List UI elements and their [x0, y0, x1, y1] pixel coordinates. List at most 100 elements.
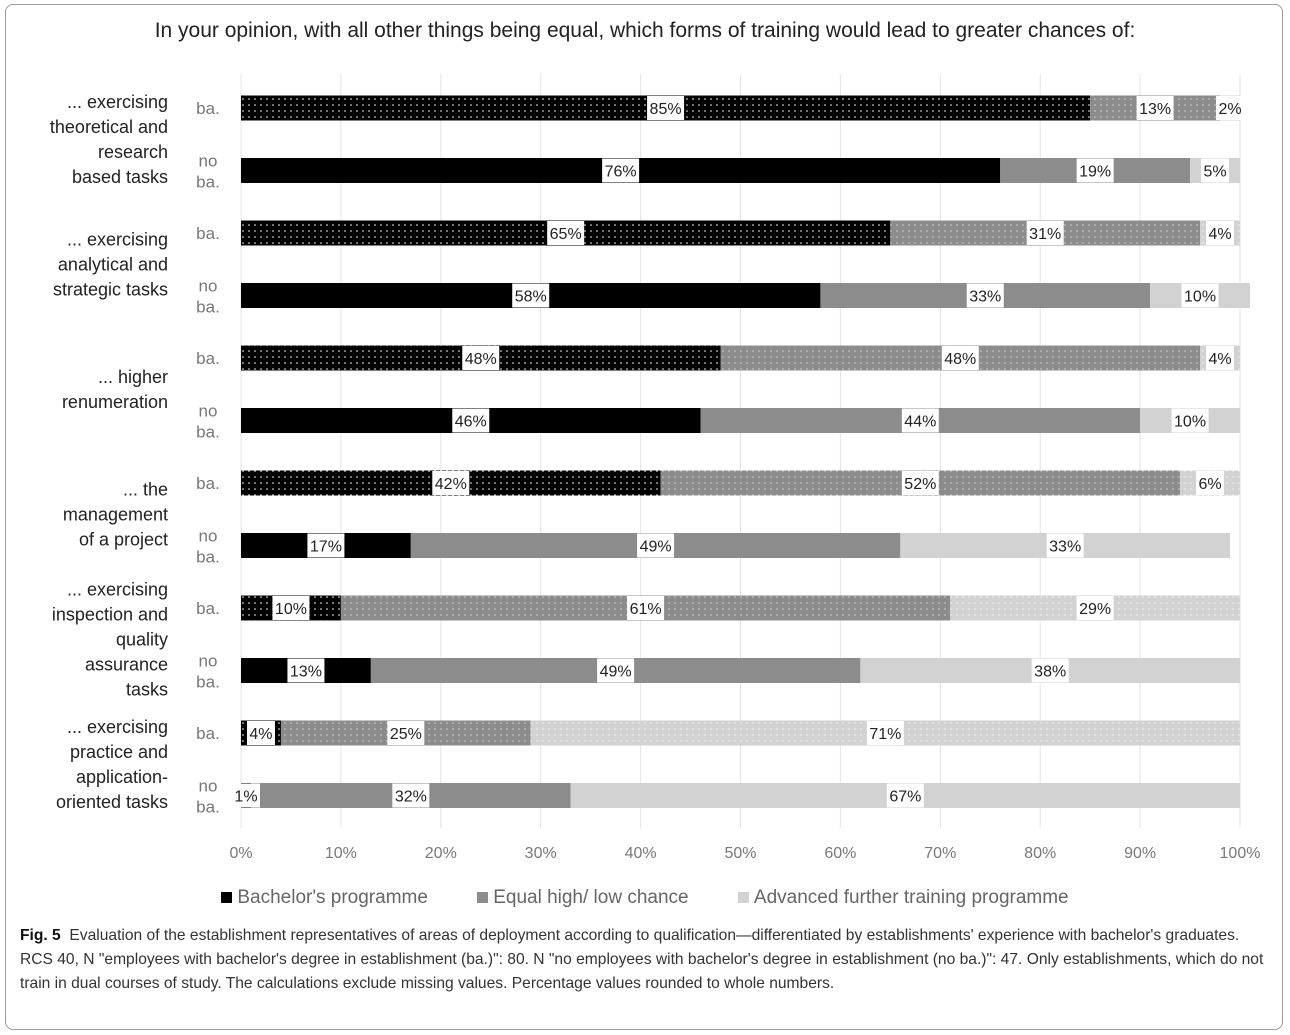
data-label-bg	[387, 721, 425, 745]
labels-layer: 85% 13% 2% 76% 19% 5% 65% 31% 4% 58% 33% 10% 48% 48% 4…	[231, 96, 1245, 808]
row-label: no	[199, 277, 218, 296]
group-label: application-	[76, 767, 168, 787]
row-label: no	[199, 402, 218, 421]
data-label-bg	[231, 783, 260, 808]
data-label-bg	[287, 658, 325, 683]
caption-label: Fig. 5	[20, 927, 61, 944]
data-label-bg	[1031, 658, 1069, 683]
legend-label: Bachelor's programme	[237, 887, 428, 908]
data-label: 67%	[889, 789, 921, 806]
data-label: 29%	[1079, 601, 1111, 618]
row-label: ba.	[196, 798, 220, 817]
x-tick-label: 20%	[425, 845, 457, 862]
x-tick-label: 10%	[325, 845, 357, 862]
data-label: 76%	[605, 164, 637, 181]
group-label: assurance	[85, 654, 168, 674]
data-label: 1%	[234, 789, 257, 806]
data-label-bg	[901, 408, 939, 433]
group-label: ... exercising	[67, 579, 168, 599]
data-label-bg	[966, 283, 1004, 308]
legend-item-advanced: Advanced further training programme	[737, 887, 1069, 909]
data-label-bg	[627, 596, 665, 620]
data-label-bg	[597, 658, 635, 683]
group-label: research	[98, 142, 168, 162]
x-tick-label: 90%	[1124, 845, 1156, 862]
data-label-bg	[392, 783, 430, 808]
data-label-bg	[1216, 96, 1245, 120]
group-label: strategic tasks	[53, 279, 168, 299]
data-label: 32%	[395, 789, 427, 806]
x-tick-label: 0%	[229, 845, 252, 862]
grid-layer	[240, 74, 1241, 828]
data-label-bg	[866, 721, 904, 745]
data-label: 13%	[1139, 101, 1171, 118]
row-label: no	[199, 527, 218, 546]
x-tick-label: 80%	[1024, 845, 1056, 862]
data-label-bg	[1206, 346, 1235, 370]
row-label: ba.	[196, 349, 220, 368]
group-label: based tasks	[72, 167, 168, 187]
group-label: oriented tasks	[56, 792, 168, 812]
legend-item-equal: Equal high/ low chance	[477, 887, 689, 909]
data-label-bg	[941, 346, 979, 370]
data-label: 17%	[310, 539, 342, 556]
row-label: no	[199, 152, 218, 171]
group-label: theoretical and	[50, 117, 168, 137]
group-label: inspection and	[52, 604, 168, 624]
data-label: 4%	[1208, 226, 1231, 243]
x-tick-label: 60%	[824, 845, 856, 862]
data-label: 33%	[1049, 539, 1081, 556]
row-label: ba.	[196, 599, 220, 618]
data-label: 46%	[455, 414, 487, 431]
data-label: 38%	[1034, 664, 1066, 681]
group-label: ... exercising	[67, 717, 168, 737]
data-label-bg	[886, 783, 924, 808]
legend: Bachelor's programme Equal high/ low cha…	[0, 887, 1290, 909]
data-label-bg	[1076, 596, 1114, 620]
group-label: quality	[116, 629, 168, 649]
data-label: 49%	[640, 539, 672, 556]
data-label: 19%	[1079, 164, 1111, 181]
figure-caption: Fig. 5 Evaluation of the establishment r…	[20, 924, 1270, 996]
data-label: 4%	[249, 726, 272, 743]
data-label: 5%	[1203, 164, 1226, 181]
group-label: ... exercising	[67, 92, 168, 112]
data-label: 10%	[1174, 414, 1206, 431]
data-label: 58%	[515, 289, 547, 306]
x-tick-label: 50%	[724, 845, 756, 862]
data-label: 49%	[600, 664, 632, 681]
data-label-bg	[512, 283, 550, 308]
data-label: 33%	[969, 289, 1001, 306]
data-label: 10%	[1184, 289, 1216, 306]
data-label: 48%	[465, 351, 497, 368]
figure-frame	[5, 4, 1283, 1030]
row-label: ba.	[196, 173, 220, 192]
group-label: management	[63, 504, 168, 524]
chart-title: In your opinion, with all other things b…	[154, 19, 1136, 42]
row-label: no	[199, 777, 218, 796]
row-label: ba.	[196, 99, 220, 118]
row-label: ba.	[196, 548, 220, 567]
data-label-bg	[1171, 408, 1209, 433]
data-label-bg	[547, 221, 585, 245]
data-label-bg	[647, 96, 685, 120]
legend-swatch-advanced	[737, 892, 749, 903]
legend-swatch-bachelor	[221, 892, 233, 903]
data-label: 42%	[435, 476, 467, 493]
data-label: 65%	[550, 226, 582, 243]
group-label: ... higher	[98, 367, 168, 387]
data-label-bg	[1136, 96, 1174, 120]
data-label-bg	[1026, 221, 1064, 245]
legend-item-bachelor: Bachelor's programme	[221, 887, 428, 909]
data-label: 10%	[275, 601, 307, 618]
group-label: of a project	[79, 529, 168, 549]
legend-label: Advanced further training programme	[753, 887, 1069, 908]
legend-swatch-equal	[477, 892, 489, 903]
group-label: renumeration	[62, 392, 168, 412]
group-label: ... exercising	[67, 229, 168, 249]
row-label: ba.	[196, 298, 220, 317]
data-label-bg	[307, 533, 345, 558]
data-label: 6%	[1198, 476, 1221, 493]
row-label: no	[199, 652, 218, 671]
data-label-bg	[1201, 158, 1230, 183]
